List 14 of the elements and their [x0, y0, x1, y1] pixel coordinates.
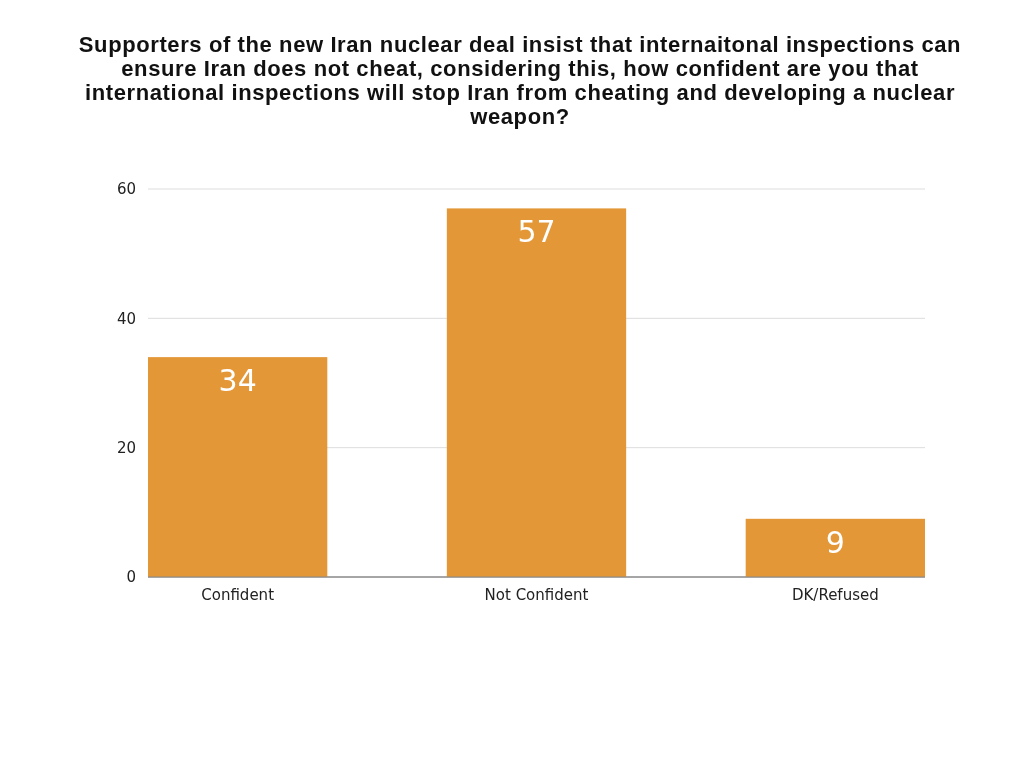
x-tick-label: Confident	[201, 586, 275, 604]
data-label: 9	[825, 524, 845, 560]
data-label: 57	[517, 214, 556, 250]
y-tick-label: 40	[116, 309, 136, 328]
x-tick-label: DK/Refused	[791, 586, 879, 604]
y-tick-label: 60	[116, 180, 136, 199]
bar	[745, 518, 925, 577]
data-label: 34	[218, 363, 257, 399]
y-tick-label: 0	[126, 568, 136, 587]
x-tick-label: Not Confident	[484, 586, 589, 604]
bar	[148, 357, 328, 577]
y-tick-label: 20	[116, 438, 136, 457]
chart-title: Supporters of the new Iran nuclear deal insist that internaitonal inspections can ensure Iran does not cheat, considering this, how confident are you that international inspections will stop Iran from cheating and developing a nuclear weapon?	[78, 32, 962, 129]
bar	[446, 208, 627, 577]
